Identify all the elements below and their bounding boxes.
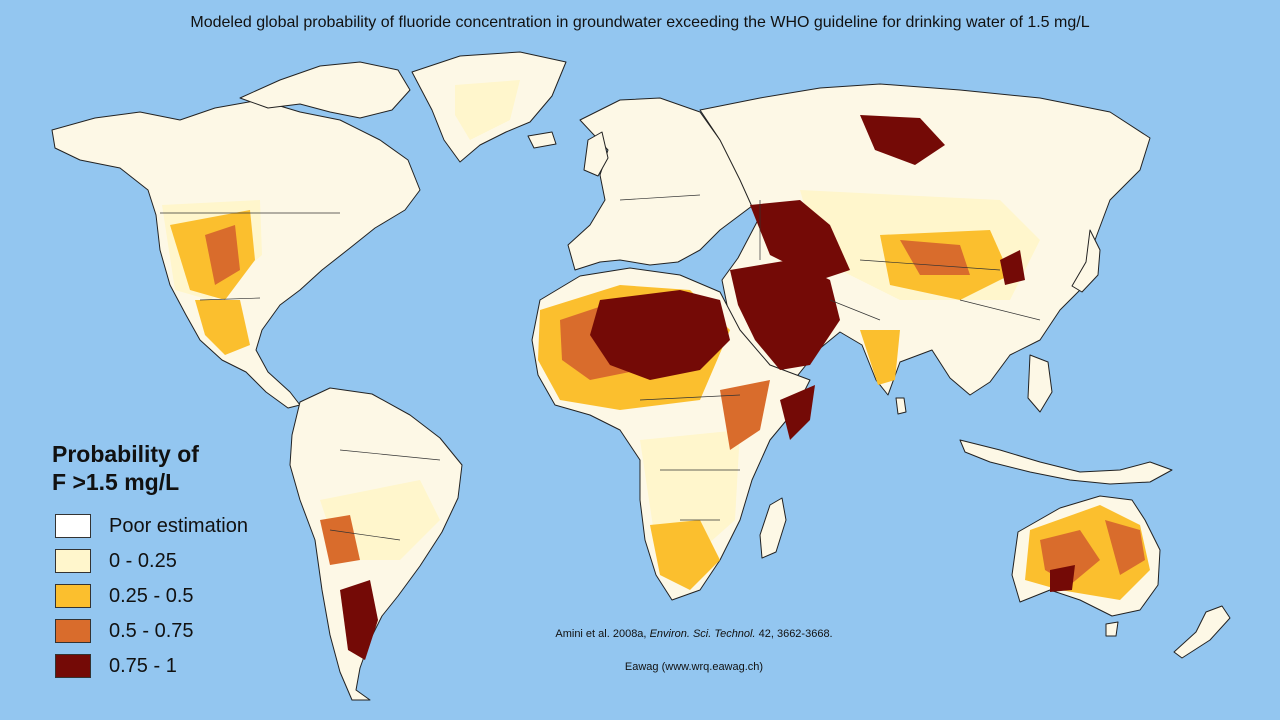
legend-swatch bbox=[55, 654, 91, 678]
country-borders bbox=[160, 194, 1041, 541]
arctic-islands bbox=[239, 61, 411, 119]
legend-item-0-0.25: 0 - 0.25 bbox=[52, 549, 292, 584]
legend-swatch bbox=[55, 549, 91, 573]
legend-item-0.25-0.5: 0.25 - 0.5 bbox=[52, 584, 292, 619]
legend: Probability of F >1.5 mg/L Poor estimati… bbox=[52, 440, 292, 689]
legend-title-line1: Probability of bbox=[52, 441, 199, 467]
high-probability-areas bbox=[340, 115, 1075, 660]
madagascar-landmass bbox=[759, 497, 787, 559]
europe-landmass bbox=[567, 97, 761, 271]
tasmania-landmass bbox=[1105, 621, 1119, 637]
new-zealand-landmass bbox=[1173, 605, 1231, 659]
legend-swatch bbox=[55, 584, 91, 608]
legend-items: Poor estimation 0 - 0.25 0.25 - 0.5 0.5 … bbox=[52, 514, 292, 689]
legend-swatch bbox=[55, 514, 91, 538]
citation-details: 42, 3662-3668. bbox=[758, 628, 833, 640]
credit: Eawag (www.wrq.eawag.ch) bbox=[624, 661, 764, 673]
legend-label: 0 - 0.25 bbox=[109, 550, 177, 572]
legend-swatch bbox=[55, 619, 91, 643]
legend-item-0.75-1: 0.75 - 1 bbox=[52, 654, 292, 689]
legend-label: 0.75 - 1 bbox=[109, 655, 177, 677]
philippines-islands bbox=[1027, 354, 1053, 413]
legend-label: 0.5 - 0.75 bbox=[109, 620, 194, 642]
map-title: Modeled global probability of fluoride c… bbox=[190, 14, 1090, 31]
legend-title: Probability of F >1.5 mg/L bbox=[52, 440, 292, 496]
legend-label: Poor estimation bbox=[109, 515, 248, 537]
legend-label: 0.25 - 0.5 bbox=[109, 585, 194, 607]
indonesia-islands bbox=[959, 439, 1173, 485]
citation-journal: Environ. Sci. Technol. bbox=[649, 628, 756, 640]
iceland-landmass bbox=[527, 131, 557, 149]
citation: Amini et al. 2008a, Environ. Sci. Techno… bbox=[400, 628, 988, 640]
sri-lanka-landmass bbox=[895, 397, 907, 415]
citation-authors: Amini et al. 2008a, bbox=[555, 628, 647, 640]
legend-item-0.5-0.75: 0.5 - 0.75 bbox=[52, 619, 292, 654]
uk-landmass bbox=[583, 131, 609, 177]
japan-islands bbox=[1071, 229, 1101, 293]
legend-item-poor-estimation: Poor estimation bbox=[52, 514, 292, 549]
legend-title-line2: F >1.5 mg/L bbox=[52, 469, 180, 495]
